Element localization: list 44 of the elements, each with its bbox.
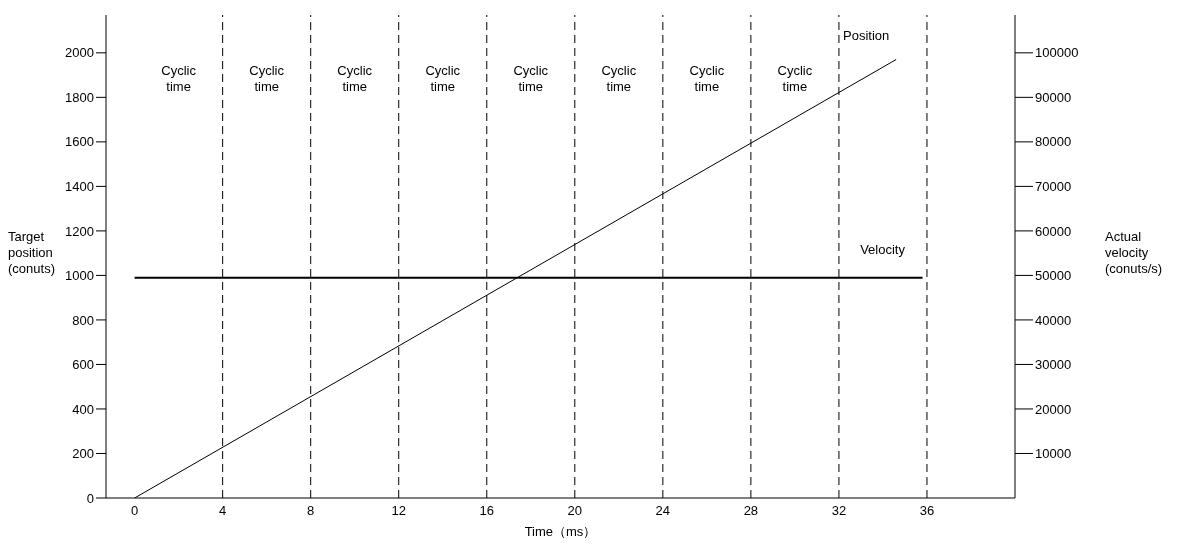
annotation: Cyclic time bbox=[425, 62, 461, 94]
x-tick-label: 4 bbox=[219, 503, 227, 519]
y-tick-label: 1400 bbox=[65, 179, 94, 194]
y-tick-label: 2000 bbox=[65, 45, 94, 61]
y2-tick-label: 40000 bbox=[1035, 312, 1072, 328]
series-label: Velocity bbox=[860, 241, 906, 257]
y-tick-label: 400 bbox=[72, 401, 94, 417]
y-tick-label: 200 bbox=[72, 446, 94, 462]
y2-tick-label: 50000 bbox=[1035, 268, 1072, 284]
y-tick-label: 1600 bbox=[65, 134, 94, 150]
annotation: Cyclic time bbox=[337, 62, 373, 94]
x-tick-label: 32 bbox=[831, 503, 847, 519]
y2-tick-label: 30000 bbox=[1035, 357, 1072, 373]
y2-tick-label: 100000 bbox=[1035, 45, 1079, 61]
y-tick-label: 600 bbox=[72, 357, 94, 373]
y2-tick-label: 10000 bbox=[1035, 446, 1072, 462]
y2-tick-label: 20000 bbox=[1035, 401, 1072, 417]
x-tick-label: 12 bbox=[391, 503, 406, 519]
y-axis-title: Target position (conuts) bbox=[8, 228, 55, 276]
x-tick-label: 36 bbox=[919, 503, 935, 519]
y2-tick-label: 80000 bbox=[1035, 134, 1072, 150]
annotation: Cyclic time bbox=[601, 62, 637, 94]
annotation: Cyclic time bbox=[249, 62, 285, 94]
x-tick-label: 24 bbox=[655, 503, 671, 519]
y-tick-label: 0 bbox=[86, 490, 94, 506]
y-tick-label: 800 bbox=[72, 312, 94, 328]
annotation: Cyclic time bbox=[161, 62, 197, 94]
annotation: Cyclic time bbox=[777, 62, 813, 94]
y-tick-label: 1800 bbox=[65, 89, 94, 105]
x-tick-label: 8 bbox=[307, 503, 315, 519]
x-axis-title: Time（ms） bbox=[524, 524, 597, 539]
x-tick-label: 16 bbox=[479, 503, 494, 519]
series-label: Position bbox=[843, 27, 890, 43]
annotation: Cyclic time bbox=[689, 62, 725, 94]
y2-axis-title: Actual velocity (conuts/s) bbox=[1105, 228, 1163, 276]
y-tick-label: 1200 bbox=[65, 223, 94, 239]
x-tick-label: 28 bbox=[743, 503, 759, 519]
x-tick-label: 20 bbox=[567, 503, 583, 519]
y2-tick-label: 60000 bbox=[1035, 223, 1072, 239]
y2-tick-label: 90000 bbox=[1035, 89, 1072, 105]
y-tick-label: 1000 bbox=[65, 268, 94, 284]
x-tick-label: 0 bbox=[131, 503, 139, 519]
annotation: Cyclic time bbox=[513, 62, 549, 94]
y2-tick-label: 70000 bbox=[1035, 179, 1072, 194]
